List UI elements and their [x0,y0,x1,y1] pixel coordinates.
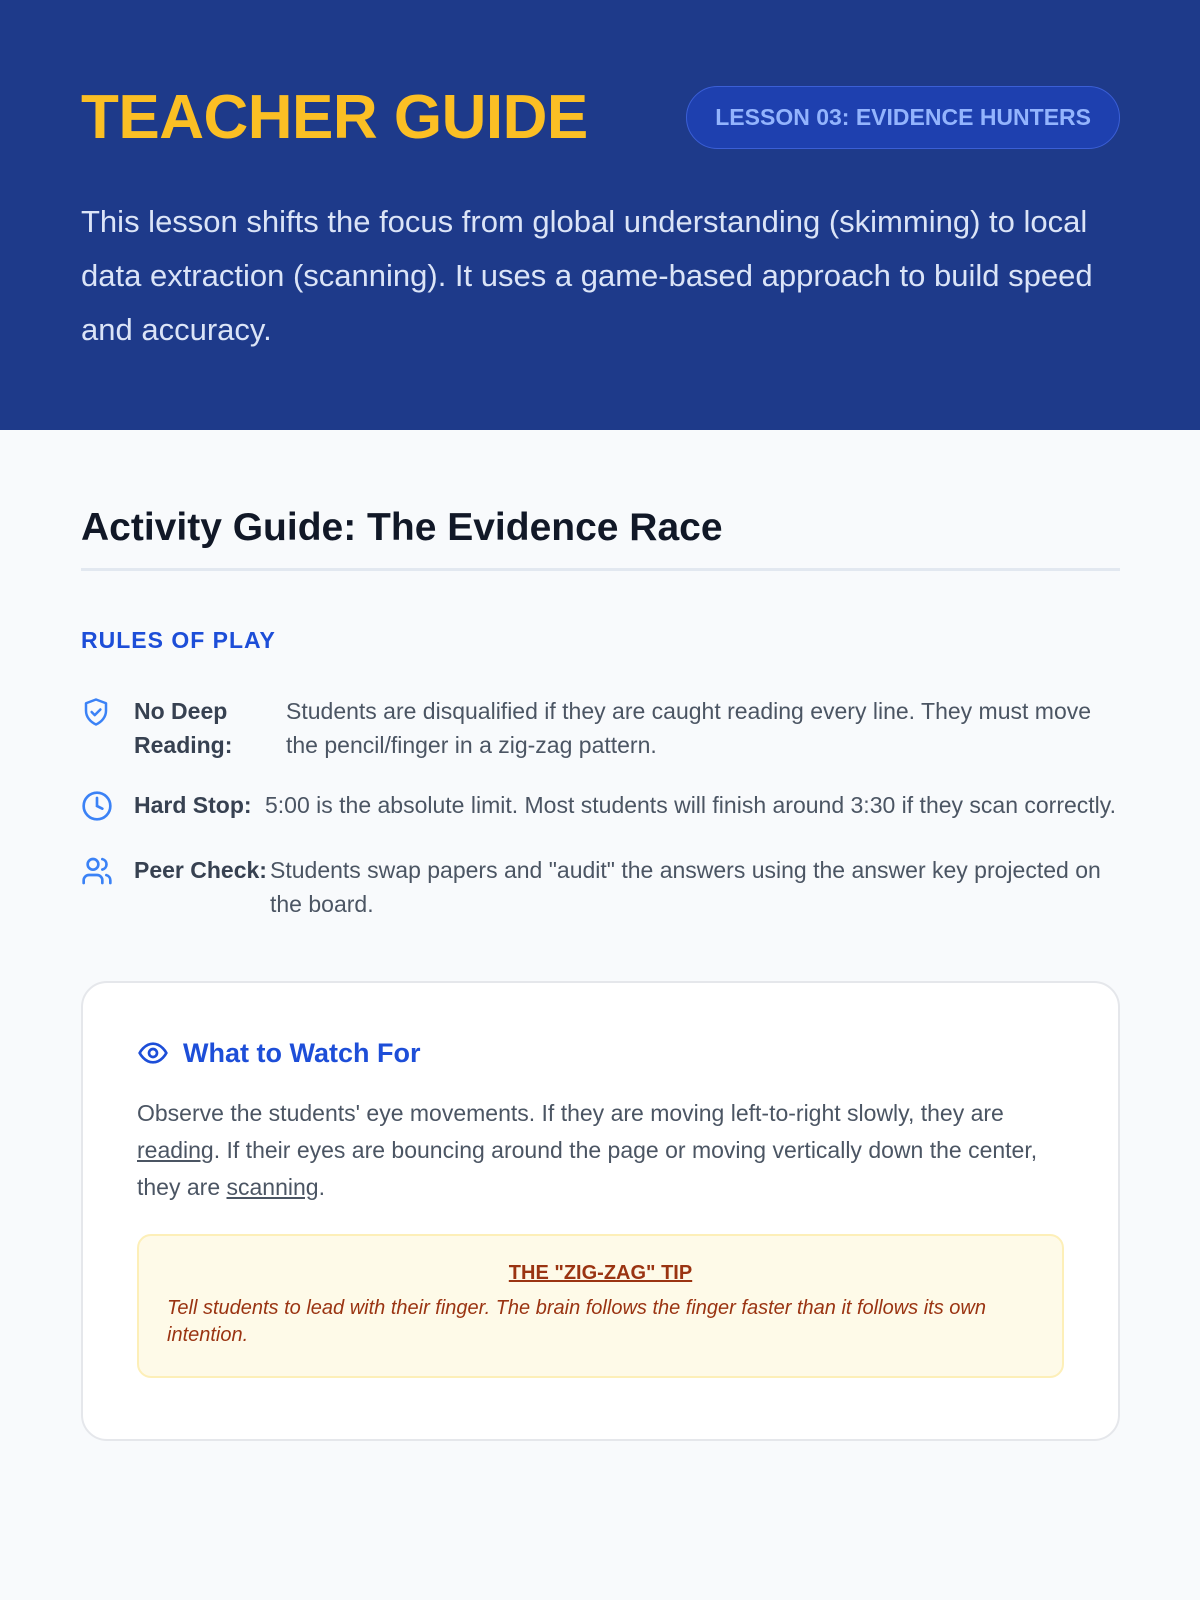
tip-body: Tell students to lead with their finger.… [167,1297,986,1346]
rule-item: No Deep Reading: Students are disqualifi… [81,694,1120,762]
watch-title: What to Watch For [183,1037,421,1068]
rule-desc: Students are disqualified if they are ca… [286,698,1092,758]
rules-label: RULES OF PLAY [81,627,276,653]
shield-check-icon [81,694,134,733]
main-content: Activity Guide: The Evidence Race RULES … [0,430,1200,1441]
text-part: . [318,1174,325,1200]
rule-term: No Deep Reading: [134,698,233,758]
intro-text: This lesson shifts the focus from global… [81,204,1093,347]
watch-heading: What to Watch For [137,1037,1064,1069]
tip-title: THE "ZIG-ZAG" TIP [508,1262,693,1284]
rules-list: No Deep Reading: Students are disqualifi… [81,694,1120,921]
rule-term: Peer Check: [134,857,267,883]
watch-text: Observe the students' eye movements. If … [137,1095,1064,1206]
reading-term: reading [137,1137,214,1163]
rule-desc: Students swap papers and "audit" the ans… [270,857,1101,917]
watch-card: What to Watch For Observe the students' … [81,981,1120,1441]
rule-item: Hard Stop: 5:00 is the absolute limit. M… [81,788,1120,827]
header: TEACHER GUIDE LESSON 03: EVIDENCE HUNTER… [0,0,1200,430]
rule-item: Peer Check: Students swap papers and "au… [81,853,1120,921]
rule-desc: 5:00 is the absolute limit. Most student… [265,792,1116,818]
lesson-badge: LESSON 03: EVIDENCE HUNTERS [686,86,1120,149]
text-part: . If their eyes are bouncing around the … [137,1137,1038,1200]
users-icon [81,853,134,892]
eye-icon [138,1042,168,1064]
clock-icon [81,788,134,827]
scanning-term: scanning [226,1174,319,1200]
page-title: TEACHER GUIDE [81,83,588,152]
activity-heading: Activity Guide: The Evidence Race [81,506,1120,571]
text-part: Observe the students' eye movements. If … [137,1100,1004,1126]
tip-box: THE "ZIG-ZAG" TIP Tell students to lead … [137,1234,1064,1378]
rule-term: Hard Stop: [134,792,252,818]
